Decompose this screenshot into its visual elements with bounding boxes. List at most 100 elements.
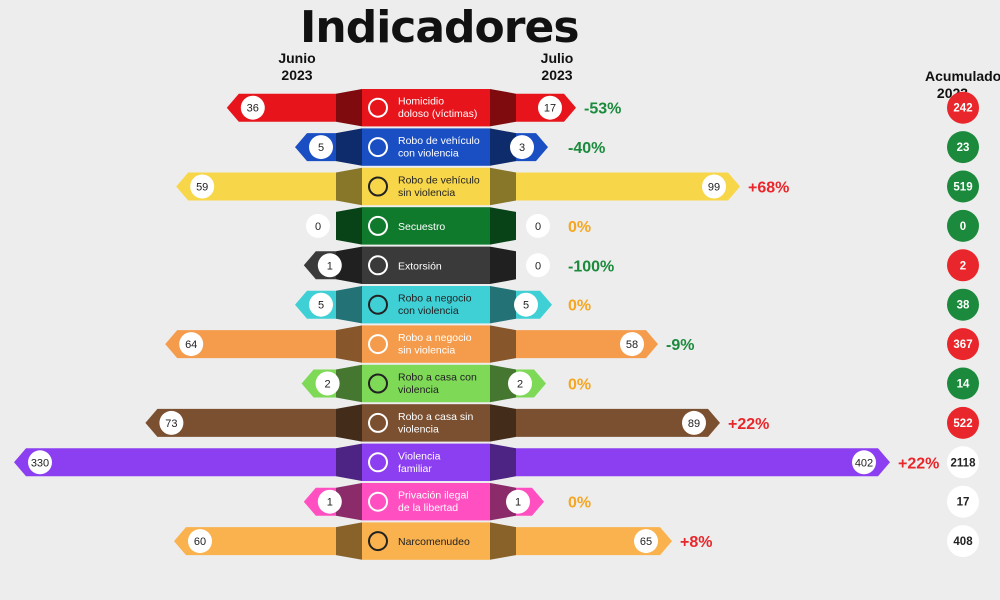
change-percent-10: 0%	[568, 495, 591, 512]
header-julio-year: 2023	[541, 67, 573, 83]
category-panel-9	[362, 443, 490, 481]
fold-left-0	[336, 89, 362, 127]
bar-julio-2	[516, 172, 740, 201]
category-panel-10	[362, 483, 490, 521]
fold-right-8	[490, 404, 516, 442]
category-label-line: Violencia	[398, 450, 441, 462]
header-junio: Junio 2023	[262, 50, 332, 84]
category-icon-9	[368, 452, 388, 473]
change-percent-0: -53%	[584, 101, 621, 118]
bar-junio-9	[14, 448, 336, 477]
fold-left-8	[336, 404, 362, 442]
value-bubble-julio-4	[526, 253, 550, 278]
category-label-line: Robo a casa con	[398, 372, 477, 384]
header-julio: Julio 2023	[522, 50, 592, 84]
acumulado-value-8: 522	[953, 418, 972, 430]
category-label-line: Narcomenudeo	[398, 536, 470, 548]
acumulado-bubble-2	[947, 170, 979, 203]
page-title: Indicadores	[300, 2, 580, 53]
fold-left-3	[336, 207, 362, 245]
acumulado-bubble-10	[947, 485, 979, 518]
category-label-line: Robo de vehículo	[398, 135, 480, 147]
value-julio-3: 0	[535, 221, 541, 233]
category-label-3: Secuestro	[398, 221, 445, 233]
value-bubble-junio-7	[315, 371, 340, 396]
category-panel-0	[362, 89, 490, 127]
category-label-line: doloso (víctimas)	[398, 108, 477, 120]
acumulado-bubble-3	[947, 209, 979, 242]
category-icon-5	[368, 294, 388, 315]
value-junio-8: 73	[165, 418, 177, 430]
value-julio-0: 17	[544, 103, 556, 115]
fold-right-6	[490, 325, 516, 363]
category-label-0: Homicidio doloso (víctimas)	[398, 96, 477, 121]
value-bubble-junio-3	[306, 213, 330, 238]
category-icon-10	[368, 491, 388, 512]
fold-right-9	[490, 443, 516, 481]
category-label-line: con violencia	[398, 305, 459, 317]
fold-left-4	[336, 246, 362, 284]
value-bubble-junio-11	[188, 529, 212, 554]
category-label-line: sin violencia	[398, 187, 455, 199]
value-junio-2: 59	[196, 182, 208, 194]
value-bubble-julio-3	[526, 213, 550, 238]
fold-left-7	[336, 364, 362, 403]
value-junio-10: 1	[327, 497, 333, 509]
category-label-line: Robo a negocio	[398, 332, 472, 344]
acumulado-value-2: 519	[953, 182, 972, 194]
fold-right-5	[490, 286, 516, 324]
value-bubble-junio-5	[309, 292, 333, 317]
fold-right-3	[490, 207, 516, 245]
value-julio-5: 5	[523, 300, 529, 312]
category-label-line: Robo a negocio	[398, 293, 472, 305]
fold-left-11	[336, 522, 362, 560]
value-junio-1: 5	[318, 142, 324, 154]
category-icon-8	[368, 412, 388, 433]
acumulado-value-9: 2118	[951, 457, 977, 469]
bar-julio-8	[516, 408, 720, 437]
value-bubble-junio-6	[179, 332, 204, 357]
category-label-5: Robo a negocio con violencia	[398, 293, 472, 318]
header-junio-year: 2023	[281, 67, 313, 83]
acumulado-value-7: 14	[957, 379, 970, 391]
category-panel-1	[362, 128, 490, 166]
category-label-6: Robo a negocio sin violencia	[398, 332, 472, 357]
acumulado-value-3: 0	[960, 221, 966, 233]
value-julio-4: 0	[535, 260, 541, 272]
bar-julio-11	[516, 527, 672, 556]
value-julio-7: 2	[517, 379, 523, 391]
value-bubble-junio-2	[190, 174, 215, 199]
fold-right-2	[490, 167, 516, 206]
fold-left-6	[336, 325, 362, 363]
category-label-10: Privación ilegal de la libertad	[398, 490, 469, 515]
category-icon-11	[368, 531, 388, 552]
category-label-line: Homicidio	[398, 96, 444, 108]
category-label-line: familiar	[398, 463, 432, 475]
bar-junio-8	[145, 408, 336, 437]
category-label-line: sin violencia	[398, 345, 455, 357]
value-bubble-julio-6	[620, 332, 644, 357]
category-panel-7	[362, 364, 490, 403]
acumulado-value-6: 367	[953, 339, 972, 351]
acumulado-bubble-6	[947, 328, 979, 361]
fold-right-4	[490, 246, 516, 284]
fold-left-10	[336, 483, 362, 521]
fold-left-1	[336, 128, 362, 166]
value-bubble-julio-11	[634, 529, 658, 554]
value-junio-11: 60	[194, 536, 206, 548]
value-bubble-julio-1	[510, 135, 534, 160]
acumulado-bubble-11	[947, 525, 979, 558]
category-label-line: violencia	[398, 423, 439, 435]
category-label-4: Extorsión	[398, 260, 442, 272]
category-icon-6	[368, 334, 388, 355]
value-junio-3: 0	[315, 221, 321, 233]
category-icon-3	[368, 215, 388, 236]
category-icon-4	[368, 255, 388, 276]
change-percent-5: 0%	[568, 298, 591, 315]
change-percent-6: -9%	[666, 337, 694, 354]
fold-right-1	[490, 128, 516, 166]
category-label-11: Narcomenudeo	[398, 536, 470, 548]
change-percent-1: -40%	[568, 140, 605, 157]
value-julio-1: 3	[519, 142, 525, 154]
category-icon-0	[368, 97, 388, 118]
